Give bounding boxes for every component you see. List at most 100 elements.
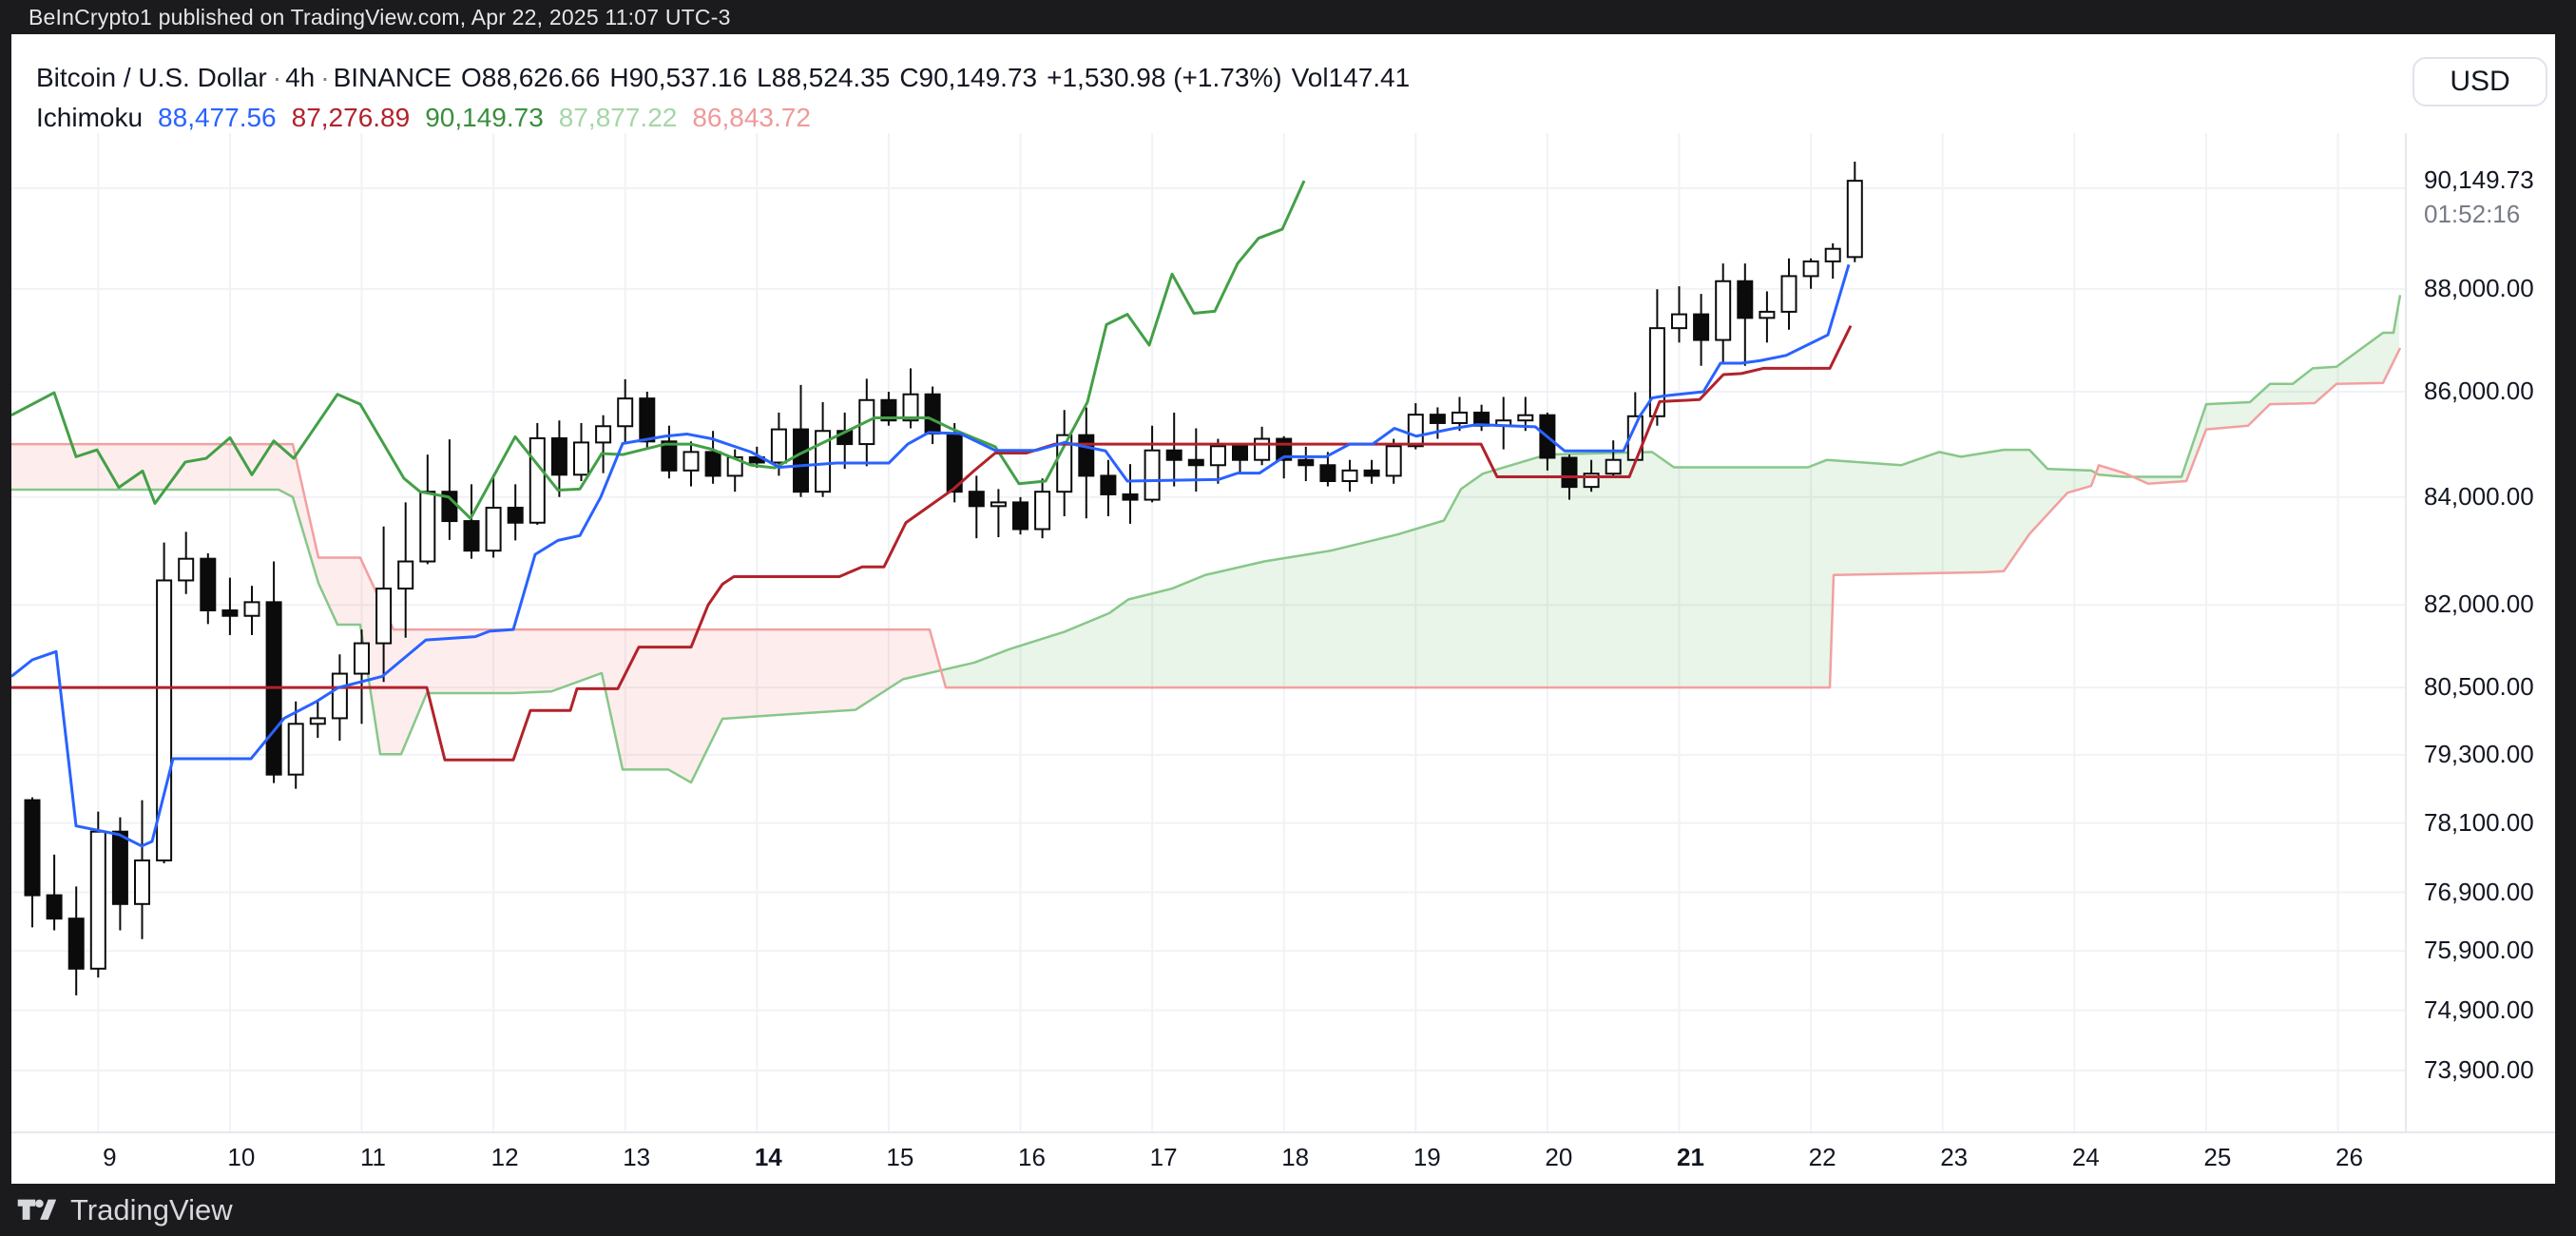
date-label: 14 — [754, 1143, 782, 1171]
candle — [1363, 459, 1380, 484]
candle — [485, 474, 502, 558]
candle-body — [46, 894, 63, 920]
candle — [309, 701, 326, 739]
candle — [221, 577, 239, 635]
candle-body — [111, 830, 128, 905]
candle-body — [1802, 260, 1819, 278]
candle — [793, 384, 809, 497]
candle-body — [968, 491, 985, 508]
candle — [1165, 412, 1182, 487]
candle-body — [134, 859, 150, 905]
date-label: 25 — [2203, 1143, 2232, 1171]
date-label: 9 — [103, 1143, 117, 1171]
candle-body — [1824, 247, 1841, 262]
candle-body — [1385, 445, 1402, 477]
candle-body — [200, 557, 217, 611]
candle-body — [375, 588, 393, 645]
candle — [1078, 407, 1095, 519]
date-label: 13 — [623, 1143, 651, 1171]
price-label: 88,000.00 — [2424, 273, 2534, 302]
candle — [67, 886, 85, 995]
tradingview-brand-text[interactable]: TradingView — [70, 1192, 233, 1226]
candle — [46, 854, 63, 931]
price-label: 80,500.00 — [2424, 672, 2534, 702]
candle — [463, 484, 480, 559]
candle-body — [1648, 327, 1665, 417]
candle-body — [1012, 501, 1028, 531]
symbol-title[interactable]: Bitcoin / U.S. Dollar — [36, 63, 267, 92]
candle — [617, 378, 634, 445]
candle — [770, 412, 787, 476]
price-label: 78,100.00 — [2424, 807, 2534, 837]
candle — [1012, 496, 1028, 535]
date-label: 20 — [1545, 1143, 1573, 1171]
candle — [1100, 459, 1117, 517]
candle — [1451, 396, 1468, 432]
candle-body — [243, 601, 260, 617]
candle — [265, 561, 282, 783]
candle-body — [550, 436, 567, 476]
candle-body — [1100, 474, 1117, 495]
price-label: 86,000.00 — [2424, 377, 2534, 405]
candle-body — [1759, 310, 1776, 319]
chart-card: Bitcoin / U.S. Dollar · 4h · BINANCE O88,626.… — [11, 34, 2555, 1184]
candle — [1671, 286, 1687, 343]
candle-body — [1605, 458, 1622, 475]
indicator-value-lead1: 87,877.22 — [558, 103, 678, 132]
candle-body — [1254, 437, 1271, 461]
candle — [354, 629, 370, 724]
tradingview-logo-icon[interactable] — [17, 1196, 59, 1225]
bar-countdown-label: 01:52:16 — [2424, 200, 2521, 229]
candle-body — [1122, 492, 1139, 501]
candle-body — [902, 393, 919, 422]
candle — [1824, 242, 1841, 280]
candle-body — [309, 717, 326, 725]
candle-body — [793, 428, 809, 493]
interval-value[interactable]: 4h — [285, 63, 316, 92]
price-label: 82,000.00 — [2424, 589, 2534, 619]
ohlc-low: L88,524.35 — [757, 63, 891, 92]
candle — [815, 401, 832, 497]
currency-toggle-button[interactable]: USD — [2413, 57, 2547, 106]
candle — [507, 484, 524, 541]
candle-body — [1209, 445, 1226, 467]
candle — [1473, 404, 1490, 432]
candle — [1385, 438, 1402, 484]
candle-body — [1451, 411, 1468, 424]
price-label: 73,900.00 — [2424, 1054, 2534, 1084]
candle-body — [354, 642, 370, 675]
candle — [178, 531, 195, 594]
indicator-value-lead2: 86,843.72 — [692, 103, 811, 132]
ohlc-high: H90,537.16 — [609, 63, 748, 92]
date-label: 11 — [360, 1143, 386, 1171]
candle-body — [221, 608, 239, 617]
candle-body — [1144, 449, 1161, 501]
candle — [1759, 291, 1776, 343]
candle — [902, 368, 919, 429]
chart-canvas[interactable] — [11, 34, 2555, 1184]
date-label: 10 — [227, 1143, 256, 1171]
candle-body — [1187, 458, 1204, 467]
indicator-values: 88,477.56 87,276.89 90,149.73 87,877.22 86,8… — [158, 103, 826, 132]
candle-body — [1737, 280, 1754, 319]
price-axis[interactable]: 88,000.00 86,000.00 84,000.00 82,000.00 80,5… — [2405, 133, 2555, 1131]
date-label: 24 — [2071, 1143, 2100, 1171]
time-axis[interactable]: 9 10 11 12 13 14 15 16 17 18 19 20 21 22 23 24 25 26 — [11, 1131, 2555, 1184]
series-layer — [11, 161, 2402, 995]
candle-body — [990, 501, 1007, 508]
date-label: 22 — [1808, 1143, 1836, 1171]
candle-body — [331, 672, 348, 720]
price-label: 75,900.00 — [2424, 936, 2534, 965]
candle-body — [1407, 414, 1424, 448]
candle — [990, 489, 1007, 538]
date-label: 12 — [490, 1143, 519, 1171]
candle-body — [1165, 449, 1182, 461]
candle — [1846, 161, 1863, 262]
indicator-value-base: 87,276.89 — [291, 103, 411, 132]
candle — [1298, 446, 1315, 481]
tradingview-footer: TradingView — [0, 1184, 2576, 1236]
candle-body — [617, 397, 634, 428]
candle-body — [1671, 313, 1687, 330]
indicator-name[interactable]: Ichimoku — [36, 103, 144, 132]
